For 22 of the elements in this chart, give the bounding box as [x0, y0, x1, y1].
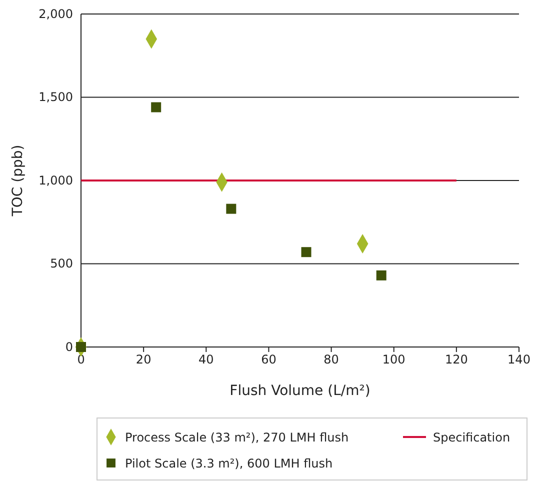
- point: [151, 102, 162, 112]
- y-tick-label: 2,000: [38, 6, 73, 21]
- point: [301, 247, 312, 258]
- x-tick-label: 120: [444, 352, 468, 367]
- y-tick-label: 1,000: [38, 173, 73, 188]
- x-tick-label: 80: [324, 352, 339, 367]
- x-tick-label: 40: [198, 352, 214, 367]
- x-tick-label: 20: [136, 352, 152, 367]
- legend-label: Process Scale (33 m²), 270 LMH flush: [125, 430, 349, 444]
- x-tick-label: 140: [508, 352, 530, 367]
- point: [376, 270, 386, 280]
- point: [226, 204, 236, 214]
- y-tick-label: 500: [50, 256, 73, 271]
- x-tick-label: 100: [382, 352, 406, 367]
- y-tick-label: 0: [65, 340, 73, 354]
- x-axis-title: Flush Volume (L/m²): [230, 383, 370, 399]
- legend-label: Pilot Scale (3.3 m²), 600 LMH flush: [125, 456, 333, 470]
- x-tick-label: 0: [77, 352, 85, 367]
- x-tick-label: 60: [261, 352, 276, 367]
- y-axis-title: TOC (ppb): [10, 144, 26, 218]
- legend-label: Specification: [433, 430, 510, 444]
- y-tick-label: 1,500: [38, 90, 73, 104]
